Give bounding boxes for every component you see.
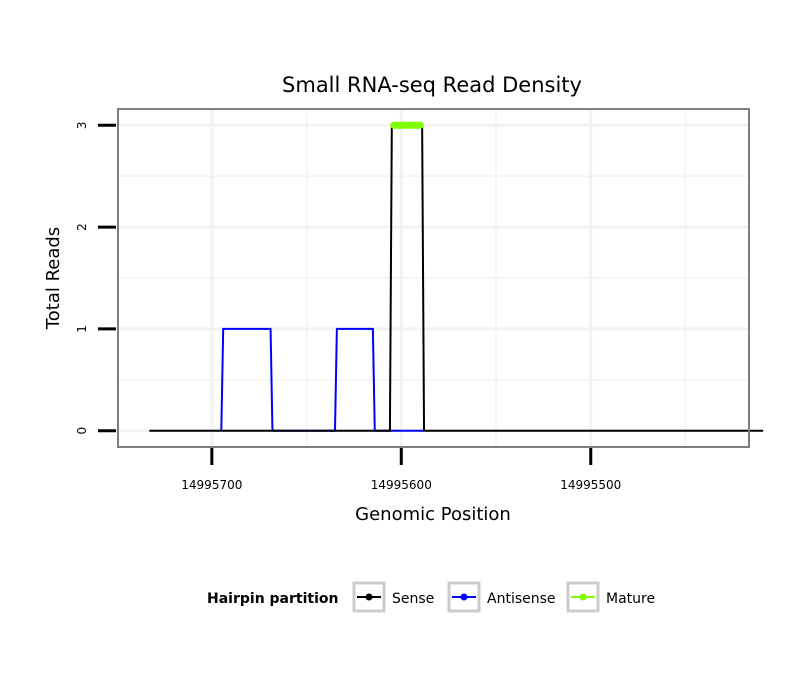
legend-point-antisense [460, 593, 468, 601]
legend-label-antisense: Antisense [487, 591, 556, 607]
legend-label-sense: Sense [392, 591, 434, 607]
legend-point-sense [365, 593, 373, 601]
legend-entry-antisense: Antisense [447, 581, 556, 613]
series-line-antisense [220, 327, 425, 432]
legend-entry-sense: Sense [352, 581, 434, 613]
legend-entry-mature: Mature [566, 581, 655, 613]
y-axis: 0 1 2 3 [75, 121, 116, 435]
x-axis-title: Genomic Position [355, 504, 511, 525]
legend-label-mature: Mature [606, 591, 655, 607]
series-layer [149, 121, 764, 432]
y-axis-title: Total Reads [43, 227, 64, 330]
minor-grid [119, 110, 748, 446]
x-axis: 14995700 14995600 14995500 [181, 448, 621, 492]
y-tick-label: 3 [75, 121, 89, 129]
x-tick-label: 14995600 [371, 478, 432, 492]
y-tick-label: 2 [75, 223, 89, 231]
y-tick-label: 0 [75, 427, 89, 435]
legend-title: Hairpin partition [207, 591, 338, 607]
legend-point-mature [579, 593, 587, 601]
legend: Hairpin partition Sense Antisense Mature [207, 581, 655, 613]
x-tick-label: 14995700 [181, 478, 242, 492]
y-tick-label: 1 [75, 325, 89, 333]
plot-panel-border [117, 108, 750, 448]
x-tick-label: 14995500 [560, 478, 621, 492]
chart-title: Small RNA-seq Read Density [282, 73, 582, 97]
